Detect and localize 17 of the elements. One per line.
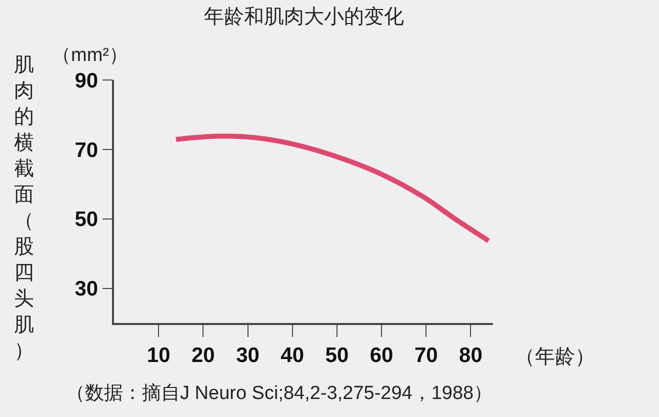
y-tick-label: 30	[74, 278, 98, 301]
x-tick-label: 20	[192, 344, 215, 367]
x-tick-label: 30	[236, 344, 260, 367]
x-tick-label: 70	[414, 344, 438, 367]
y-tick-label: 90	[74, 69, 98, 92]
x-tick-label: 80	[459, 344, 482, 367]
x-tick-label: 50	[325, 344, 349, 367]
y-tick-label: 70	[74, 138, 98, 162]
x-axis-title: （年龄）	[515, 346, 595, 368]
text: （mm²）	[52, 45, 128, 66]
chart-title: 年龄和肌肉大小的变化	[204, 6, 404, 28]
x-tick-label: 60	[370, 344, 394, 367]
y-tick-label: 50	[74, 208, 98, 232]
text: （数据：摘自J Neuro Sci;84,2-3,275-294，1988）	[66, 383, 493, 404]
x-tick-label: 10	[146, 344, 170, 367]
x-tick-label: 40	[280, 344, 304, 367]
text: 肌肉的横截面（股四头肌）	[14, 54, 34, 362]
